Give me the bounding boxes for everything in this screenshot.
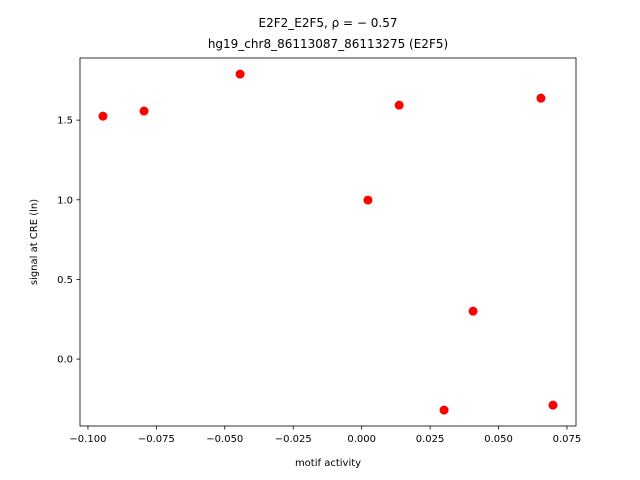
x-tick-label: −0.050 (206, 434, 243, 445)
point (139, 106, 149, 116)
y-tick-label: 0.0 (57, 355, 73, 366)
chart-subtitle: hg19_chr8_86113087_86113275 (E2F5) (208, 37, 448, 51)
x-tick-label: 0.025 (416, 434, 445, 445)
x-tick-label: 0.000 (347, 434, 376, 445)
chart-title: E2F2_E2F5, ρ = − 0.57 (258, 16, 397, 30)
plot-frame (79, 57, 577, 427)
point (235, 69, 245, 79)
point (468, 306, 478, 316)
point (98, 111, 108, 121)
point (363, 195, 373, 205)
x-tick-label: −0.025 (275, 434, 312, 445)
point (394, 100, 404, 110)
y-tick-label: 1.0 (57, 195, 73, 206)
x-tick-label: 0.050 (484, 434, 513, 445)
point (548, 400, 558, 410)
y-tick-label: 1.5 (57, 116, 73, 127)
y-tick-label: 0.5 (57, 275, 73, 286)
x-tick-label: −0.075 (138, 434, 175, 445)
point (536, 93, 546, 103)
x-tick-label: −0.100 (69, 434, 106, 445)
x-tick-label: 0.075 (553, 434, 582, 445)
point (439, 405, 449, 415)
y-axis-label: signal at CRE (ln) (29, 199, 40, 285)
x-axis-label: motif activity (295, 458, 361, 469)
